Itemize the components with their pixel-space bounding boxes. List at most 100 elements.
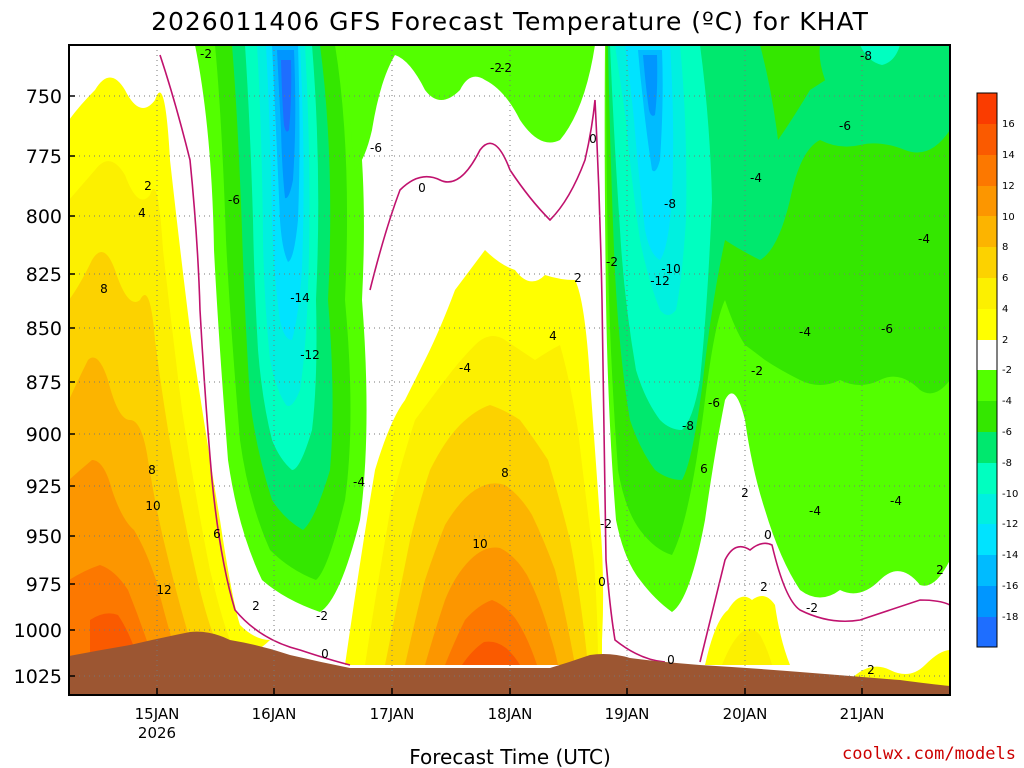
contour-label: -4 <box>459 361 471 375</box>
colorbar-label: -4 <box>1002 396 1012 407</box>
contour-label: 2 <box>936 563 944 577</box>
colorbar-cell <box>977 370 997 401</box>
colorbar-cell <box>977 494 997 524</box>
contour-label: 2 <box>867 663 875 677</box>
contour-label: -2 <box>500 61 512 75</box>
colorbar-label: -6 <box>1002 427 1012 438</box>
colorbar-cell <box>977 216 997 247</box>
y-tick-label: 975 <box>26 574 62 596</box>
colorbar-label: -18 <box>1002 612 1018 623</box>
zero-contour-2 <box>369 99 666 663</box>
colorbar-cell <box>977 155 997 186</box>
colorbar-cell <box>977 93 997 124</box>
contour-label: -12 <box>650 274 670 288</box>
colorbar-label: -2 <box>1002 365 1012 376</box>
colorbar-cell <box>977 278 997 309</box>
contour-label: -4 <box>890 494 902 508</box>
colorbar-label: -10 <box>1002 489 1018 500</box>
terrain <box>69 631 950 695</box>
contour-label: -8 <box>860 49 872 63</box>
colorbar-cell <box>977 617 997 647</box>
contour-label: 2 <box>574 271 582 285</box>
contour-label: -6 <box>228 193 240 207</box>
colorbar-frame <box>976 92 998 648</box>
contour-label: 2 <box>144 179 152 193</box>
contour-label: -2 <box>316 609 328 623</box>
warm-region-3-4 <box>722 629 772 665</box>
y-tick-label: 800 <box>26 206 62 228</box>
contour-label: -2 <box>806 601 818 615</box>
plot-area <box>69 45 950 695</box>
contour-label: 8 <box>148 463 156 477</box>
x-tick-label: 16JAN <box>252 705 297 723</box>
y-axis <box>69 95 75 677</box>
colorbar-label: -12 <box>1002 519 1018 530</box>
cold-region-upper-minus2 <box>345 45 595 170</box>
contour-label: -4 <box>918 232 930 246</box>
contour-label: 4 <box>549 329 557 343</box>
contour-label: -2 <box>200 47 212 61</box>
colorbar-label: 10 <box>1002 212 1015 223</box>
grid <box>69 45 950 695</box>
contour-label: -4 <box>750 171 762 185</box>
contour-label: 0 <box>589 132 597 146</box>
y-tick-label: 1025 <box>14 666 62 688</box>
contour-label: -4 <box>809 504 821 518</box>
colorbar-label: 2 <box>1002 335 1008 346</box>
y-tick-label: 900 <box>26 424 62 446</box>
x-tick-label: 15JAN <box>135 705 180 723</box>
contour-label: 6 <box>700 462 708 476</box>
contour-label: 0 <box>418 181 426 195</box>
contour-label: -8 <box>664 197 676 211</box>
y-tick-label: 850 <box>26 318 62 340</box>
contour-label: -2 <box>606 255 618 269</box>
contour-label: -6 <box>370 141 382 155</box>
y-tick-label: 875 <box>26 372 62 394</box>
y-tick-label: 750 <box>26 86 62 108</box>
colorbar-label: 8 <box>1002 242 1008 253</box>
warm-region-2-14 <box>462 641 520 665</box>
contour-label: -6 <box>881 322 893 336</box>
contour-label: 0 <box>667 653 675 667</box>
cold-region-1-minus18 <box>281 60 292 132</box>
contour-label: 2 <box>760 580 768 594</box>
contour-label: 4 <box>138 206 146 220</box>
y-tick-label: 925 <box>26 476 62 498</box>
contour-label: 0 <box>764 528 772 542</box>
colorbar-cell <box>977 309 997 340</box>
colorbar-cell <box>977 586 997 617</box>
contour-label: -2 <box>490 61 502 75</box>
contour-label: 10 <box>472 537 487 551</box>
zero-contour-1 <box>159 54 351 666</box>
contour-label: -6 <box>839 119 851 133</box>
colorbar-label: 4 <box>1002 304 1008 315</box>
contour-label: -4 <box>353 475 365 489</box>
x-tick-label: 18JAN <box>488 705 533 723</box>
colorbar-cell <box>977 340 997 370</box>
colorbar-label: -16 <box>1002 581 1018 592</box>
contour-label: 8 <box>501 466 509 480</box>
contour-label: -2 <box>751 364 763 378</box>
colorbar-label: 16 <box>1002 119 1015 130</box>
x-axis <box>156 688 863 695</box>
colorbar-cell <box>977 186 997 216</box>
contour-label: -12 <box>300 348 320 362</box>
contour-label: -4 <box>799 325 811 339</box>
x-tick-label: 21JAN <box>840 705 885 723</box>
x-tick-label: 17JAN <box>370 705 415 723</box>
contour-label: 6 <box>213 527 221 541</box>
colorbar-label: -8 <box>1002 458 1012 469</box>
contour-label: 12 <box>156 583 171 597</box>
x-tick-year: 2026 <box>138 724 176 742</box>
contour-label: -2 <box>600 517 612 531</box>
y-tick-label: 825 <box>26 264 62 286</box>
colorbar-cell <box>977 432 997 463</box>
cold-region-2-minus8-upper <box>860 45 900 65</box>
x-tick-label: 20JAN <box>723 705 768 723</box>
colorbar-label: 12 <box>1002 181 1015 192</box>
warm-region-1-12 <box>69 565 150 660</box>
contour-label: -14 <box>290 291 310 305</box>
colorbar-cell <box>977 401 997 432</box>
contour-label: -10 <box>661 262 681 276</box>
